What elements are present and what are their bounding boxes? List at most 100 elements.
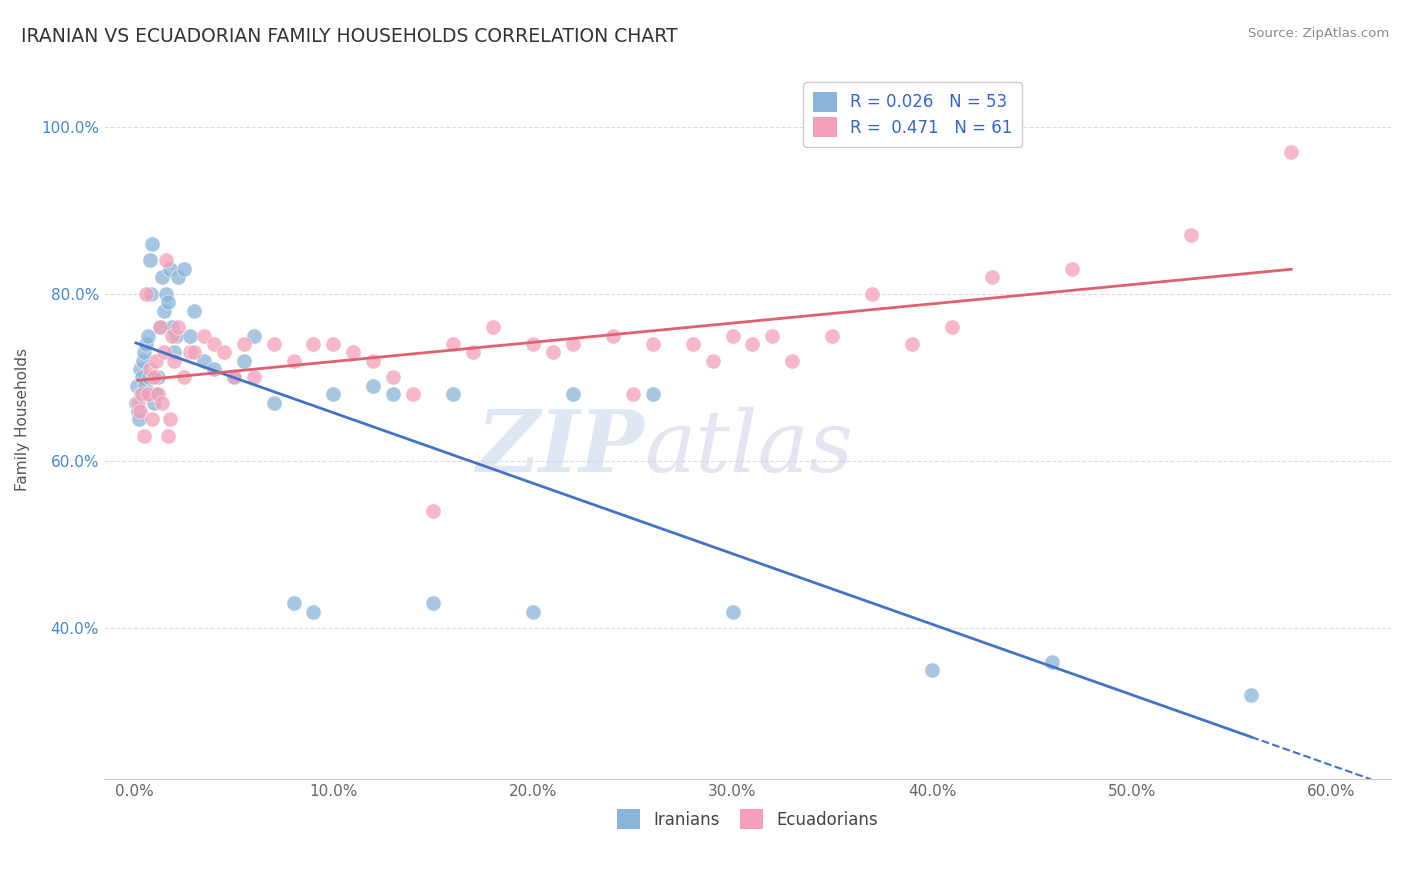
Point [463, 345, 485, 359]
Point [132, 345, 155, 359]
Point [135, 286, 157, 301]
Point [179, 328, 201, 343]
Point [145, 353, 167, 368]
Point [641, 337, 664, 351]
Point [128, 412, 150, 426]
Point [741, 337, 763, 351]
Point [139, 286, 162, 301]
Point [125, 379, 148, 393]
Point [382, 370, 405, 384]
Point [1040, 655, 1063, 669]
Point [166, 320, 188, 334]
Point [173, 370, 195, 384]
Point [212, 345, 235, 359]
Point [641, 387, 664, 401]
Point [1180, 228, 1202, 243]
Point [128, 362, 150, 376]
Point [166, 270, 188, 285]
Point [129, 387, 152, 401]
Point [146, 387, 169, 401]
Point [1240, 688, 1263, 702]
Point [139, 253, 162, 268]
Point [242, 328, 264, 343]
Point [1060, 261, 1083, 276]
Legend: Iranians, Ecuadorians: Iranians, Ecuadorians [610, 803, 884, 835]
Point [522, 337, 544, 351]
Point [422, 596, 444, 610]
Point [156, 295, 179, 310]
Point [131, 387, 153, 401]
Point [132, 353, 155, 368]
Point [721, 605, 744, 619]
Point [342, 345, 364, 359]
Point [901, 337, 924, 351]
Point [782, 353, 804, 368]
Point [602, 328, 624, 343]
Point [128, 404, 150, 418]
Point [150, 270, 173, 285]
Point [441, 337, 464, 351]
Point [141, 236, 163, 251]
Point [222, 370, 245, 384]
Point [322, 337, 344, 351]
Point [761, 328, 783, 343]
Point [142, 395, 165, 409]
Point [141, 412, 163, 426]
Point [136, 387, 159, 401]
Point [159, 261, 181, 276]
Point [302, 337, 325, 351]
Point [155, 286, 177, 301]
Point [149, 320, 172, 334]
Point [179, 345, 201, 359]
Point [322, 387, 344, 401]
Point [363, 353, 385, 368]
Point [682, 337, 704, 351]
Point [860, 286, 883, 301]
Point [150, 395, 173, 409]
Point [702, 353, 724, 368]
Point [941, 320, 963, 334]
Point [134, 379, 156, 393]
Point [541, 345, 564, 359]
Point [193, 353, 215, 368]
Point [202, 337, 225, 351]
Point [160, 320, 183, 334]
Text: IRANIAN VS ECUADORIAN FAMILY HOUSEHOLDS CORRELATION CHART: IRANIAN VS ECUADORIAN FAMILY HOUSEHOLDS … [21, 27, 678, 45]
Point [149, 320, 172, 334]
Point [146, 370, 169, 384]
Point [183, 345, 205, 359]
Point [163, 345, 186, 359]
Point [183, 303, 205, 318]
Point [382, 387, 405, 401]
Point [138, 370, 160, 384]
Point [135, 337, 157, 351]
Point [163, 353, 186, 368]
Point [125, 395, 148, 409]
Point [159, 412, 181, 426]
Point [135, 387, 157, 401]
Point [222, 370, 245, 384]
Point [156, 429, 179, 443]
Point [1279, 145, 1302, 159]
Point [193, 328, 215, 343]
Text: ZIP: ZIP [477, 406, 644, 490]
Point [202, 362, 225, 376]
Point [721, 328, 744, 343]
Point [132, 429, 155, 443]
Point [127, 395, 149, 409]
Point [263, 337, 285, 351]
Point [155, 253, 177, 268]
Point [145, 387, 167, 401]
Point [441, 387, 464, 401]
Point [136, 328, 159, 343]
Point [302, 605, 325, 619]
Point [422, 504, 444, 518]
Text: Source: ZipAtlas.com: Source: ZipAtlas.com [1249, 27, 1389, 40]
Y-axis label: Family Households: Family Households [15, 348, 30, 491]
Point [153, 303, 176, 318]
Point [482, 320, 505, 334]
Point [232, 337, 254, 351]
Point [283, 353, 305, 368]
Point [921, 663, 943, 677]
Point [621, 387, 644, 401]
